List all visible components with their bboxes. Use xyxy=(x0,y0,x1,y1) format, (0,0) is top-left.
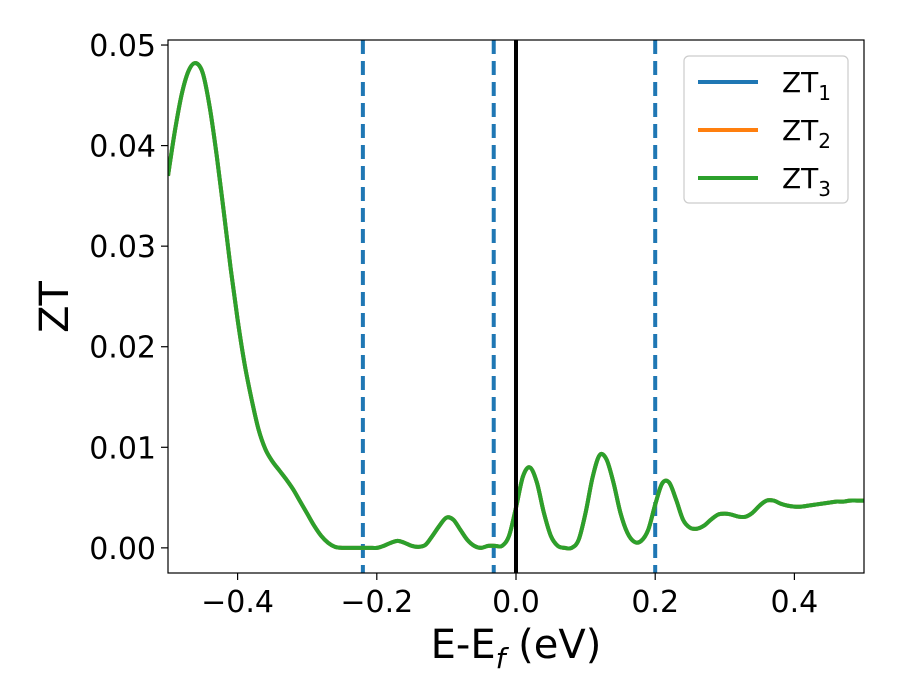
x-axis-label-unit: (eV) xyxy=(505,622,601,668)
x-tick-label: −0.4 xyxy=(201,585,274,620)
y-tick-label: 0.00 xyxy=(89,532,156,567)
legend-label-2: ZT2 xyxy=(782,114,831,153)
x-tick-label: 0.4 xyxy=(771,585,819,620)
x-tick-label: −0.2 xyxy=(340,585,413,620)
y-tick-label: 0.01 xyxy=(89,431,156,466)
legend-label-3: ZT3 xyxy=(782,162,831,201)
y-axis-label: ZT xyxy=(32,281,78,333)
y-tick-label: 0.02 xyxy=(89,331,156,366)
reference-lines xyxy=(360,40,658,573)
x-axis-label-main: E-E xyxy=(431,622,496,668)
y-tick-label: 0.05 xyxy=(89,29,156,64)
x-axis-label: E-Ef (eV) xyxy=(431,622,602,675)
legend-box xyxy=(683,55,849,204)
legend: ZT1 ZT2 ZT3 xyxy=(683,55,849,204)
y-tick-label: 0.04 xyxy=(89,130,156,165)
y-axis-ticks: 0.00 0.01 0.02 0.03 0.04 0.05 xyxy=(89,29,168,567)
x-axis-ticks: −0.4 −0.2 0.0 0.2 0.4 xyxy=(201,573,818,620)
x-tick-label: 0.0 xyxy=(492,585,540,620)
y-tick-label: 0.03 xyxy=(89,230,156,265)
x-tick-label: 0.2 xyxy=(631,585,679,620)
legend-label-1: ZT1 xyxy=(782,66,831,105)
